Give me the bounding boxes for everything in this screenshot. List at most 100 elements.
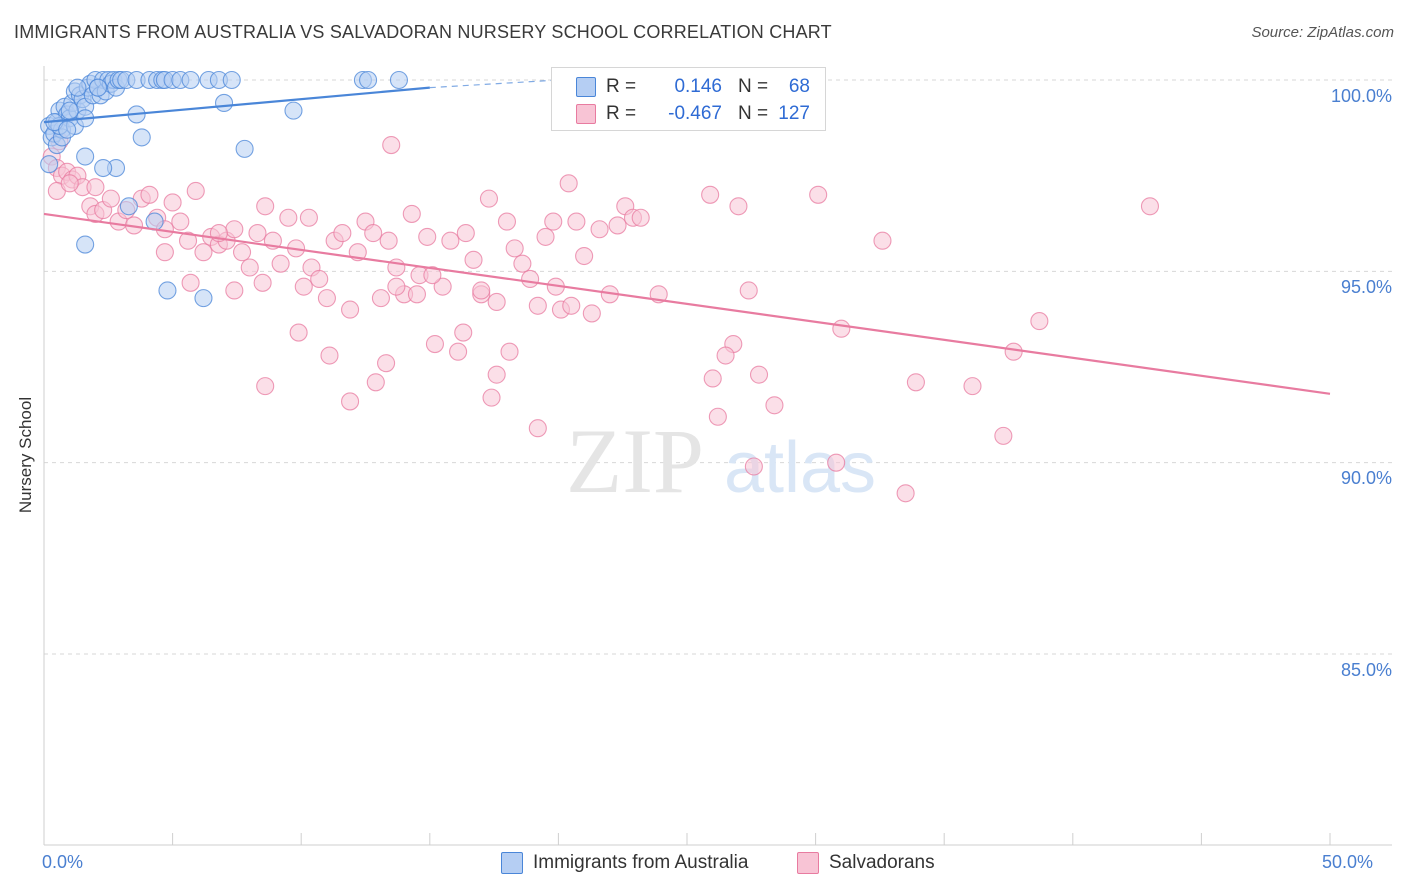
salvadoran-point bbox=[310, 269, 329, 289]
salvadoran-point bbox=[472, 281, 491, 300]
salvadoran-point bbox=[716, 346, 735, 365]
salvadoran-point bbox=[487, 292, 506, 311]
australia-point bbox=[60, 101, 79, 120]
salvadoran-point bbox=[225, 220, 244, 239]
legend-row-salvadorans: R = -0.467 N = 127 bbox=[576, 102, 810, 126]
legend-swatch-pink bbox=[797, 852, 819, 874]
r-value: -0.467 bbox=[668, 103, 722, 124]
australia-point bbox=[94, 158, 113, 178]
salvadoran-point bbox=[253, 273, 272, 292]
salvadoran-point bbox=[407, 285, 426, 304]
salvadoran-point bbox=[963, 377, 982, 396]
salvadoran-point bbox=[544, 212, 563, 231]
australia-point bbox=[359, 70, 378, 90]
legend-row-australia: R = 0.146 N = 68 bbox=[576, 75, 810, 99]
salvadoran-point bbox=[464, 250, 483, 269]
trend-lines bbox=[43, 79, 1331, 395]
salvadoran-point bbox=[341, 392, 360, 411]
salvadoran-point bbox=[528, 419, 547, 438]
salvadoran-point bbox=[387, 277, 406, 296]
australia-point bbox=[88, 78, 108, 97]
salvadoran-point bbox=[487, 365, 506, 384]
salvadoran-point bbox=[333, 224, 352, 243]
salvadoran-point bbox=[140, 185, 159, 204]
salvadoran-point bbox=[1030, 312, 1049, 331]
australia-point bbox=[119, 197, 138, 216]
salvadoran-point bbox=[60, 174, 79, 193]
salvadoran-point bbox=[364, 224, 383, 243]
australia-point bbox=[68, 78, 87, 97]
salvadoran-point bbox=[809, 185, 828, 204]
r-value: 0.146 bbox=[674, 76, 722, 97]
source-label: Source: ZipAtlas.com bbox=[1251, 24, 1394, 41]
axes bbox=[43, 66, 1392, 846]
salvadoran-point bbox=[186, 181, 205, 201]
salvadoran-point bbox=[256, 377, 275, 396]
legend-swatch-blue bbox=[501, 852, 523, 874]
salvadoran-point bbox=[479, 189, 499, 208]
salvadoran-point bbox=[562, 296, 581, 315]
salvadoran-point bbox=[248, 224, 267, 243]
australia-point bbox=[76, 147, 95, 166]
salvadoran-point bbox=[505, 239, 524, 258]
salvadoran-point bbox=[873, 231, 892, 250]
salvadoran-point bbox=[423, 266, 442, 285]
salvadoran-point bbox=[1004, 342, 1023, 361]
salvadoran-point bbox=[181, 273, 200, 292]
salvadoran-point bbox=[497, 212, 517, 231]
salvadoran-point bbox=[567, 212, 586, 231]
salvadoran-point bbox=[765, 396, 784, 415]
y-tick-label: 95.0% bbox=[1340, 277, 1392, 297]
salvadoran-point bbox=[299, 208, 318, 227]
salvadoran-point bbox=[454, 323, 473, 342]
n-label: N = bbox=[738, 103, 769, 124]
australia-point bbox=[194, 289, 213, 308]
chart-title: IMMIGRANTS FROM AUSTRALIA VS SALVADORAN … bbox=[14, 22, 832, 42]
n-value: 127 bbox=[778, 103, 810, 124]
salvadoran-point bbox=[729, 197, 748, 216]
salvadoran-point bbox=[739, 281, 758, 300]
salvadoran-point bbox=[441, 231, 460, 250]
salvadoran-point bbox=[101, 189, 120, 208]
australia-point bbox=[158, 281, 177, 300]
salvadoran-point bbox=[708, 407, 727, 426]
legend-item-australia[interactable]: Immigrants from Australia bbox=[501, 852, 748, 874]
australia-point bbox=[132, 128, 151, 147]
salvadoran-point bbox=[456, 224, 475, 243]
salvadoran-point bbox=[379, 231, 398, 250]
salvadoran-point bbox=[827, 453, 846, 472]
r-label: R = bbox=[606, 103, 637, 124]
salvadoran-point bbox=[289, 323, 308, 342]
salvadoran-trend-line bbox=[43, 212, 1331, 395]
australia-point bbox=[389, 70, 408, 90]
salvadoran-point bbox=[590, 220, 609, 239]
salvadoran-point bbox=[382, 136, 401, 155]
salvadoran-point bbox=[194, 243, 213, 262]
y-tick-label: 85.0% bbox=[1340, 660, 1392, 680]
australia-point bbox=[40, 155, 59, 174]
salvadoran-point bbox=[559, 174, 578, 193]
australia-point bbox=[284, 101, 303, 120]
salvadoran-point bbox=[377, 354, 396, 373]
salvadoran-point bbox=[425, 334, 444, 354]
salvadoran-point bbox=[433, 277, 452, 296]
legend-swatch-blue bbox=[576, 77, 596, 97]
australia-point bbox=[76, 235, 95, 254]
gridlines bbox=[44, 79, 1392, 655]
salvadoran-point bbox=[232, 243, 252, 262]
salvadoran-point bbox=[402, 204, 421, 223]
salvadoran-point bbox=[163, 193, 182, 212]
salvadoran-point bbox=[608, 216, 627, 235]
salvadoran-point bbox=[240, 258, 259, 277]
salvadoran-point bbox=[513, 254, 532, 273]
australia-point bbox=[214, 93, 234, 113]
salvadoran-point bbox=[317, 289, 336, 308]
salvadoran-point bbox=[86, 178, 105, 197]
x-tick-label: 50.0% bbox=[1322, 852, 1374, 872]
salvadoran-point bbox=[171, 212, 190, 231]
salvadoran-point bbox=[500, 342, 519, 361]
legend-item-salvadorans[interactable]: Salvadorans bbox=[797, 852, 935, 874]
salvadoran-point bbox=[994, 426, 1013, 445]
australia-point bbox=[58, 120, 77, 139]
